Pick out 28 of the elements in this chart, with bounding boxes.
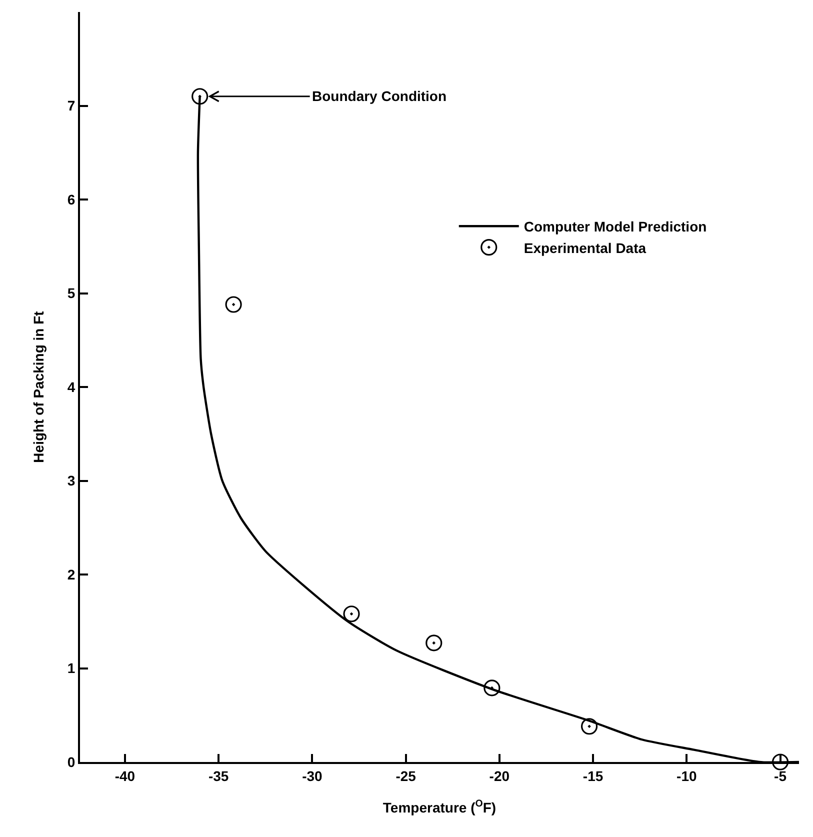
annotation: Boundary Condition (312, 88, 447, 104)
y-axis-title: Height of Packing in Ft (30, 310, 47, 463)
y-tick-label: 4 (67, 378, 76, 395)
y-tick-label: 3 (67, 472, 76, 489)
y-tick-label: 7 (67, 98, 76, 114)
x-tick-label: -35 (208, 768, 229, 784)
x-tick-label: -15 (582, 768, 604, 784)
point (343, 606, 360, 622)
x-tick-label: -40 (114, 768, 136, 784)
point (426, 634, 442, 652)
y-tick-label: 6 (67, 191, 76, 208)
x-tick-label: -30 (302, 768, 323, 784)
legend-label: Computer Model Prediction (524, 218, 707, 235)
x-tick-label: -20 (489, 768, 510, 784)
x-tick-label: -5 (774, 768, 787, 784)
point (225, 296, 242, 313)
legend-label: Experimental Data (524, 240, 646, 256)
y-tick-label: 1 (67, 660, 76, 676)
point (772, 754, 789, 770)
point (484, 680, 500, 696)
x-tick-label: -10 (676, 768, 697, 784)
y-tick-label: 0 (67, 754, 76, 770)
point (192, 88, 208, 105)
x-axis-title: Temperature ($^{O}$F) (382, 798, 496, 816)
y-tick-label: 5 (67, 285, 76, 302)
point (580, 718, 598, 735)
x-tick-label: -25 (396, 768, 416, 784)
y-tick-label: 2 (67, 566, 76, 582)
